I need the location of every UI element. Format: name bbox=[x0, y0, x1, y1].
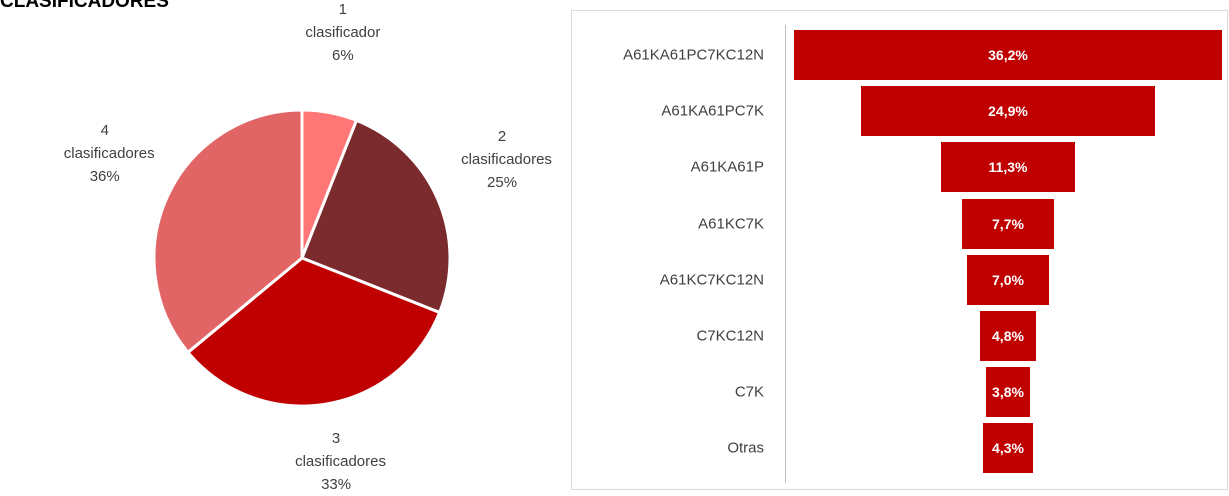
funnel-bar: 24,9% bbox=[860, 86, 1156, 137]
funnel-bar: 4,8% bbox=[979, 311, 1037, 361]
pie-slice bbox=[300, 118, 452, 315]
category-label: A61KC7KC12N bbox=[659, 271, 764, 289]
value-label: 6% bbox=[332, 46, 354, 64]
value-label: 7,7% bbox=[992, 215, 1024, 232]
funnel-chart: A61KA61PC7KC12N 36,2% A61KA61PC7K 24,9% A61K… bbox=[571, 10, 1228, 490]
pie-label: 4 clasificadores 36% bbox=[60, 119, 155, 188]
category-label: 4 clasificadores bbox=[63, 122, 155, 163]
category-label: C7KC12N bbox=[696, 327, 764, 345]
value-label: 4,8% bbox=[992, 328, 1024, 344]
pie-chart bbox=[152, 108, 452, 408]
value-label: 33% bbox=[321, 476, 352, 494]
category-label: Otras bbox=[727, 439, 764, 457]
category-label: A61KC7K bbox=[698, 215, 764, 233]
pie-label: 1 clasificador 6% bbox=[298, 0, 388, 67]
value-label: 3,8% bbox=[992, 384, 1024, 401]
value-label: 7,0% bbox=[992, 271, 1024, 288]
category-label: A61KA61PC7K bbox=[661, 102, 764, 120]
value-label: 24,9% bbox=[988, 103, 1028, 120]
category-label: A61KA61PC7KC12N bbox=[623, 46, 764, 64]
value-label: 11,3% bbox=[988, 159, 1028, 176]
category-label: 3 clasificadores bbox=[295, 430, 386, 471]
pie-label: 2 clasificadores 25% bbox=[457, 125, 552, 194]
value-label: 36,2% bbox=[988, 47, 1028, 63]
value-label: 25% bbox=[487, 174, 518, 192]
funnel-bar: 7,7% bbox=[962, 198, 1054, 249]
axis-line bbox=[785, 25, 786, 483]
pie-label: 3 clasificadores 33% bbox=[291, 427, 386, 496]
funnel-bar: 4,3% bbox=[982, 423, 1034, 474]
category-label: C7K bbox=[734, 383, 764, 401]
value-label: 36% bbox=[89, 168, 120, 186]
pie-slice bbox=[185, 256, 442, 408]
value-label: 4,3% bbox=[992, 440, 1024, 457]
funnel-bar: 7,0% bbox=[966, 254, 1050, 305]
category-label: A61KA61P bbox=[690, 158, 764, 176]
category-label: 1 clasificador bbox=[305, 0, 381, 41]
funnel-bar: 3,8% bbox=[985, 367, 1031, 418]
page-title: CLASIFICADORES bbox=[0, 0, 169, 12]
funnel-bar: 11,3% bbox=[941, 142, 1075, 193]
funnel-bar: 36,2% bbox=[794, 30, 1222, 80]
pie-slice bbox=[152, 108, 304, 355]
category-label: 2 clasificadores bbox=[461, 128, 552, 169]
